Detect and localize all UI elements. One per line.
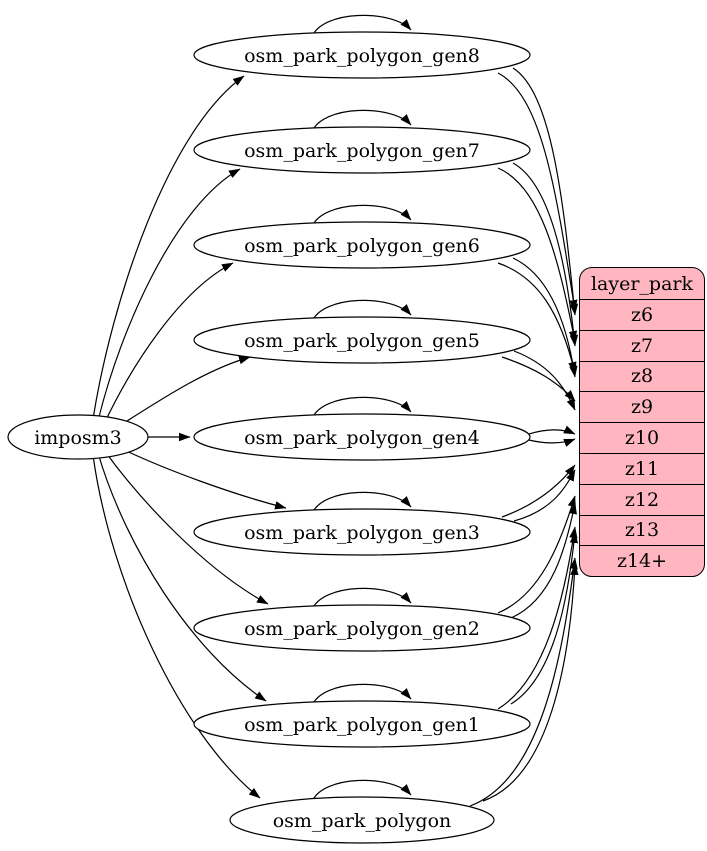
node-label-osm_park_polygon_gen4: osm_park_polygon_gen4: [244, 427, 480, 449]
edge-imposm3-to-osm_park_polygon_gen8: [92, 75, 245, 420]
edge-osm_park_polygon_gen1-to-layer_parkz13: [510, 531, 579, 705]
node-label-osm_park_polygon_gen7: osm_park_polygon_gen7: [244, 140, 480, 162]
node-osm_park_polygon: osm_park_polygon: [229, 796, 495, 844]
node-ellipse-osm_park_polygon_gen5: [193, 316, 531, 364]
self-loop-osm_park_polygon_gen1: [311, 683, 412, 707]
table-row-z8: z8: [580, 360, 704, 392]
node-label-osm_park_polygon_gen1: osm_park_polygon_gen1: [244, 714, 480, 736]
table-row-z9: z9: [580, 391, 704, 422]
table-row-z13: z13: [580, 514, 704, 546]
self-loop-osm_park_polygon_gen8: [311, 14, 412, 38]
edge-osm_park_polygon_gen5-to-layer_parkz9: [501, 356, 576, 402]
node-label-osm_park_polygon_gen5: osm_park_polygon_gen5: [244, 330, 480, 352]
table-row-z12: z12: [580, 483, 704, 515]
node-label-osm_park_polygon_gen6: osm_park_polygon_gen6: [244, 235, 480, 257]
node-osm_park_polygon_gen1: osm_park_polygon_gen1: [193, 700, 531, 748]
table-row-z14plus: z14+: [580, 545, 704, 576]
nodes-layer: imposm3 osm_park_polygon_gen8 osm_park_pol…: [7, 14, 531, 844]
node-osm_park_polygon_gen6: osm_park_polygon_gen6: [193, 221, 531, 269]
edge-osm_park_polygon_gen2-to-layer_parkz12: [510, 502, 577, 619]
table-row-z11: z11: [580, 452, 704, 484]
node-osm_park_polygon_gen2: osm_park_polygon_gen2: [193, 604, 531, 652]
node-label-osm_park_polygon: osm_park_polygon: [273, 810, 452, 832]
self-loop-osm_park_polygon_gen2: [311, 587, 412, 611]
edge-osm_park_polygon_gen4-to-layer_parkz10: [528, 425, 576, 435]
table-row-z10: z10: [580, 422, 704, 453]
node-osm_park_polygon_gen8: osm_park_polygon_gen8: [193, 31, 531, 79]
node-ellipse-osm_park_polygon_gen8: [193, 31, 531, 79]
node-osm_park_polygon_gen3: osm_park_polygon_gen3: [193, 508, 531, 556]
node-label-osm_park_polygon_gen3: osm_park_polygon_gen3: [244, 522, 480, 544]
node-label-imposm3: imposm3: [34, 427, 122, 449]
edge-osm_park_polygon_gen5-to-layer_parkz9: [513, 350, 576, 411]
node-osm_park_polygon_gen4: osm_park_polygon_gen4: [193, 413, 531, 461]
node-osm_park_polygon_gen7: osm_park_polygon_gen7: [193, 126, 531, 174]
node-ellipse-imposm3: [7, 414, 149, 460]
edge-imposm3-to-osm_park_polygon_gen2: [103, 449, 269, 605]
self-loop-osm_park_polygon_gen3: [311, 491, 412, 515]
node-osm_park_polygon_gen5: osm_park_polygon_gen5: [193, 316, 531, 364]
self-loop-osm_park_polygon_gen5: [311, 299, 412, 323]
layer-park-table-title: layer_park: [590, 272, 694, 295]
self-loop-osm_park_polygon: [311, 779, 412, 803]
edge-osm_park_polygon_gen6-to-layer_parkz8: [497, 262, 577, 374]
edge-osm_park_polygon-to-layer_parkz14: [482, 563, 579, 802]
edge-osm_park_polygon_gen3-to-layer_parkz11: [513, 469, 576, 522]
node-ellipse-osm_park_polygon_gen7: [193, 126, 531, 174]
node-label-osm_park_polygon_gen8: osm_park_polygon_gen8: [244, 45, 480, 67]
node-ellipse-osm_park_polygon: [229, 796, 495, 844]
edge-imposm3-to-osm_park_polygon_gen5: [115, 356, 251, 429]
edge-imposm3-to-osm_park_polygon: [92, 454, 261, 799]
node-ellipse-osm_park_polygon_gen2: [193, 604, 531, 652]
edge-osm_park_polygon_gen8-to-layer_parkz6: [497, 72, 578, 312]
self-loop-osm_park_polygon_gen7: [311, 109, 412, 133]
table-row-z7: z7: [580, 329, 704, 361]
edges-layer: [92, 67, 579, 807]
layer-park-table: layer_park z6 z7 z8 z9 z10 z11 z12 z13 z14+: [579, 267, 705, 578]
self-loop-osm_park_polygon_gen6: [311, 204, 412, 228]
edge-imposm3-to-osm_park_polygon_gen7: [97, 168, 241, 422]
edge-osm_park_polygon_gen7-to-layer_parkz7: [497, 167, 578, 343]
table-row-z6: z6: [580, 299, 704, 330]
edge-osm_park_polygon_gen8-to-layer_parkz6: [512, 67, 579, 316]
edge-osm_park_polygon-to-layer_parkz14: [469, 557, 578, 807]
node-ellipse-osm_park_polygon_gen6: [193, 221, 531, 269]
edge-imposm3-to-osm_park_polygon_gen3: [115, 445, 287, 510]
edge-osm_park_polygon_gen3-to-layer_parkz11: [501, 464, 576, 518]
edge-osm_park_polygon_gen4-to-layer_parkz10: [528, 438, 576, 447]
node-imposm3: imposm3: [7, 414, 149, 460]
edge-osm_park_polygon_gen1-to-layer_parkz13: [497, 526, 578, 710]
edge-imposm3-to-osm_park_polygon_gen1: [97, 452, 267, 702]
node-label-osm_park_polygon_gen2: osm_park_polygon_gen2: [244, 618, 480, 640]
edge-osm_park_polygon_gen7-to-layer_parkz7: [512, 162, 579, 347]
edge-osm_park_polygon_gen6-to-layer_parkz8: [512, 257, 578, 378]
node-ellipse-osm_park_polygon_gen3: [193, 508, 531, 556]
node-ellipse-osm_park_polygon_gen1: [193, 700, 531, 748]
self-loop-osm_park_polygon_gen4: [311, 396, 412, 420]
node-ellipse-osm_park_polygon_gen4: [193, 413, 531, 461]
edge-imposm3-to-osm_park_polygon_gen6: [103, 262, 234, 425]
